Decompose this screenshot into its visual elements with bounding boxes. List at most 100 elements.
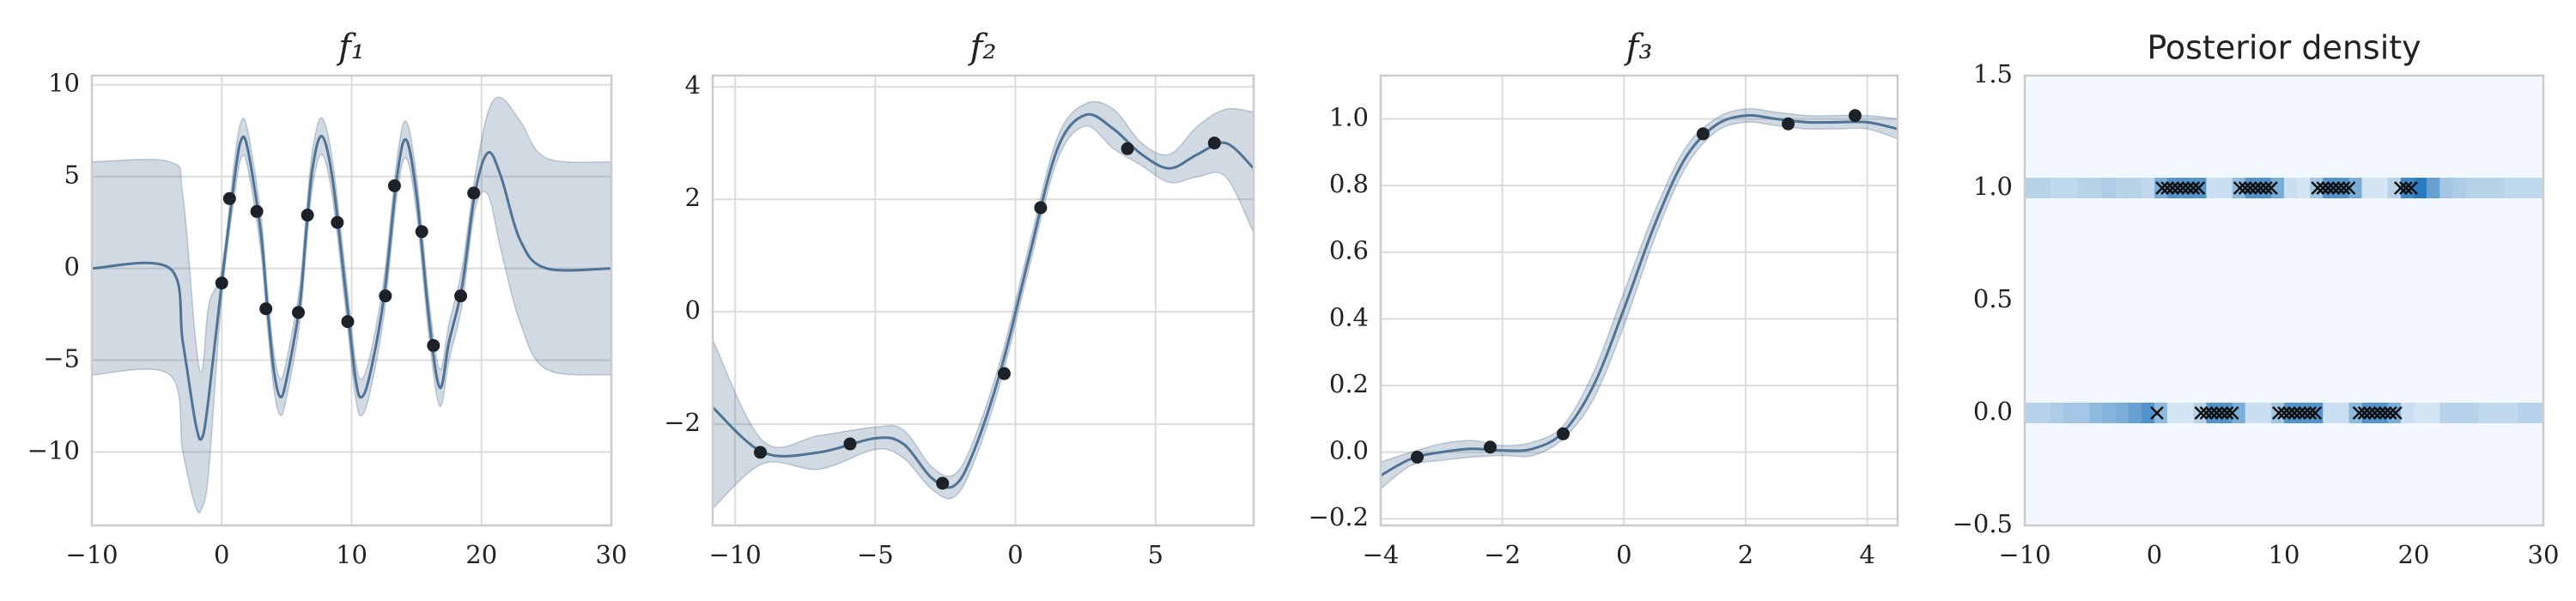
y-tick-label: 0 <box>64 252 80 282</box>
data-point <box>753 446 767 459</box>
y-tick-label: 0 <box>685 295 701 325</box>
density-cell <box>2232 403 2246 423</box>
y-tick-label: −2 <box>664 408 701 437</box>
density-cell <box>2257 403 2272 423</box>
sample-marker <box>2362 406 2377 420</box>
confidence-band <box>1381 107 1898 490</box>
y-tick-label: 1.5 <box>1973 59 2013 88</box>
data-point <box>1207 137 1221 150</box>
sample-marker <box>2258 181 2273 195</box>
sample-marker <box>2316 181 2330 195</box>
sample-marker <box>2282 406 2296 420</box>
sample-marker <box>2199 406 2214 420</box>
sample-marker <box>2150 406 2164 420</box>
sample-marker <box>2272 406 2286 420</box>
density-cell <box>2414 403 2427 423</box>
subplot: −10 −5 0 5 −2 0 2 4 f₂ <box>664 27 1255 569</box>
y-tick-label: −10 <box>27 435 80 464</box>
sample-marker <box>2238 181 2252 195</box>
density-cell <box>2400 403 2415 423</box>
y-tick-label: 0.2 <box>1329 369 1369 398</box>
sample-marker <box>2171 181 2185 195</box>
x-tick-label: 30 <box>596 540 628 569</box>
density-cell <box>2219 178 2233 198</box>
density-cell <box>2504 178 2518 198</box>
y-tick-label: 0.4 <box>1329 302 1369 331</box>
data-point <box>331 216 344 229</box>
density-cell <box>2452 178 2466 198</box>
x-tick-label: 10 <box>336 540 368 569</box>
density-cell <box>2491 403 2506 423</box>
data-point <box>1483 440 1497 454</box>
plot-area <box>1381 107 1898 490</box>
density-cell <box>2115 178 2129 198</box>
density-cell <box>2102 403 2117 423</box>
density-cell <box>2297 178 2311 198</box>
data-point <box>250 204 264 218</box>
y-tick-label: 0.5 <box>1973 284 2013 313</box>
data-point <box>1121 142 1134 155</box>
density-cell <box>2348 178 2363 198</box>
sample-marker <box>2404 181 2418 195</box>
density-cell <box>2063 178 2077 198</box>
density-cell <box>2530 403 2543 423</box>
density-cell <box>2089 403 2104 423</box>
density-cell <box>2128 403 2142 423</box>
sample-marker <box>2352 406 2366 420</box>
density-cell <box>2076 403 2090 423</box>
density-cell <box>2387 178 2402 198</box>
x-tick-label: 20 <box>465 540 497 569</box>
density-cell <box>2414 178 2427 198</box>
density-cell <box>2452 403 2466 423</box>
plot-area <box>713 100 1254 510</box>
density-cell <box>2478 178 2493 198</box>
data-point <box>1782 117 1795 131</box>
density-cell <box>2323 403 2336 423</box>
x-tick-label: −10 <box>1998 540 2050 569</box>
subplot: −10 0 10 20 30 −0.5 0.0 0.5 1.0 1.5 Posterior dens… <box>1953 29 2560 570</box>
data-point <box>222 191 236 205</box>
sample-marker <box>2204 406 2219 420</box>
x-tick-label: 0 <box>1616 540 1631 569</box>
data-point <box>454 289 468 303</box>
sample-marker <box>2298 406 2312 420</box>
data-point <box>1034 201 1048 215</box>
sample-marker <box>2264 181 2278 195</box>
sample-marker <box>2357 406 2372 420</box>
density-cell <box>2465 403 2479 423</box>
y-tick-label: −5 <box>43 344 80 373</box>
data-point <box>843 437 857 451</box>
density-cell <box>2504 403 2518 423</box>
density-cell <box>2025 403 2038 423</box>
density-cell <box>2141 178 2155 198</box>
density-cell <box>2517 178 2531 198</box>
density-cell <box>2038 178 2051 198</box>
mean-line <box>1381 113 1898 477</box>
sample-marker <box>2287 406 2301 420</box>
sample-marker <box>2186 181 2201 195</box>
sample-marker <box>2225 406 2239 420</box>
x-tick-label: 20 <box>2398 540 2430 569</box>
x-tick-label: −10 <box>65 540 118 569</box>
x-tick-label: 0 <box>2147 540 2162 569</box>
sample-marker <box>2311 181 2325 195</box>
subplot-title: f₂ <box>968 27 997 67</box>
sample-marker <box>2277 406 2291 420</box>
sample-marker <box>2321 181 2336 195</box>
y-tick-label: 1.0 <box>1329 102 1369 131</box>
confidence-band <box>92 96 611 514</box>
sample-marker <box>2394 181 2408 195</box>
density-cell <box>2180 403 2194 423</box>
sample-marker <box>2303 406 2318 420</box>
x-tick-label: −5 <box>857 540 894 569</box>
data-point <box>1556 427 1570 440</box>
density-cell <box>2361 178 2376 198</box>
density-cell <box>2427 178 2440 198</box>
sample-marker <box>2342 181 2356 195</box>
density-cell <box>2038 403 2051 423</box>
density-cell <box>2491 178 2506 198</box>
density-cell <box>2245 403 2259 423</box>
data-point <box>427 338 440 352</box>
x-tick-label: 10 <box>2269 540 2300 569</box>
subplot: −4 −2 0 2 4 −0.2 0.0 0.2 0.4 0.6 0.8 1.0 f₃ <box>1309 27 1899 569</box>
